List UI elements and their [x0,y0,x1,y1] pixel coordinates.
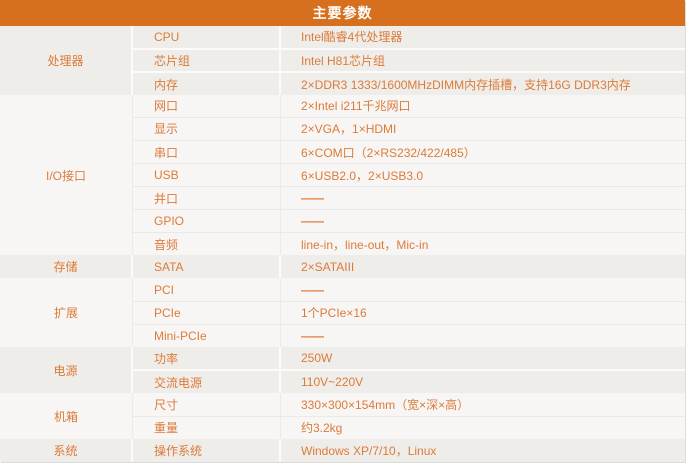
spec-section: I/O接口 网口 2×Intel i211千兆网口显示 2×VGA，1×HDMI 串口 6… [0,94,685,256]
table-row: 串口 6×COM口（2×RS232/422/485） [133,140,685,164]
row-value: Windows XP/7/10，Linux [301,444,437,459]
row-value-empty-dash: —— [301,282,324,297]
row-value: 2×VGA，1×HDMI [301,122,397,137]
row-label: 芯片组 [133,49,281,72]
row-label: 重量 [133,416,281,440]
section-rows: 功率 250W 交流电源 110V~220V [133,347,685,394]
category-cell: 电源 [0,347,133,394]
row-label: 内存 [133,73,281,95]
row-label: 并口 [133,187,281,210]
row-label: Mini-PCIe [133,324,281,348]
row-label: GPIO [133,210,281,233]
category-cell: 扩展 [0,278,133,348]
table-row: 操作系统 Windows XP/7/10，Linux [133,439,685,462]
spec-section: 电源 功率 250W 交流电源 110V~220V [0,347,685,394]
table-title: 主要参数 [0,0,685,26]
table-row: 重量 约3.2kg [133,415,685,440]
row-value-empty-dash: —— [301,329,324,344]
table-row: 交流电源 110V~220V [133,369,685,394]
row-label: 交流电源 [133,371,281,394]
row-value: 2×SATAIII [301,259,355,274]
row-label: 尺寸 [133,393,281,416]
category-cell: 系统 [0,439,133,462]
table-row: 内存 2×DDR3 1333/1600MHzDIMM内存插槽，支持16G DDR3… [133,71,685,95]
row-label: 网口 [133,94,281,117]
row-label: 功率 [133,347,281,370]
row-value: 1个PCIe×16 [301,306,367,321]
row-label: USB [133,164,281,187]
table-row: GPIO —— [133,209,685,233]
spec-section: 扩展 PCI —— PCIe 1个PCIe×16 Mini-PCIe —— [0,278,685,348]
table-row: PCIe 1个PCIe×16 [133,300,685,324]
row-label: PCIe [133,301,281,324]
table-row: Mini-PCIe —— [133,323,685,348]
row-value: Intel H81芯片组 [301,53,386,68]
section-rows: 网口 2×Intel i211千兆网口显示 2×VGA，1×HDMI 串口 6×COM口… [133,94,685,256]
row-value: 2×Intel i211千兆网口 [301,99,411,114]
row-label: CPU [133,26,281,48]
row-value: 330×300×154mm（宽×深×高） [301,397,470,412]
spec-section: 系统 操作系统 Windows XP/7/10，Linux [0,439,685,462]
row-label: 串口 [133,141,281,164]
category-cell: 存储 [0,255,133,279]
spec-section: 机箱 尺寸 330×300×154mm（宽×深×高） 重量 约3.2kg [0,393,685,440]
table-row: 音频 line-in，line-out，Mic-in [133,232,685,256]
table-row: PCI —— [133,278,685,301]
row-label: 音频 [133,233,281,256]
table-row: 芯片组 Intel H81芯片组 [133,47,685,72]
row-value: 6×USB2.0，2×USB3.0 [301,168,424,183]
section-rows: 尺寸 330×300×154mm（宽×深×高） 重量 约3.2kg [133,393,685,440]
row-label: 显示 [133,117,281,141]
spec-section: 处理器 CPU Intel酷睿4代处理器芯片组 Intel H81芯片组内存 2×DDR… [0,26,685,95]
table-row: USB 6×USB2.0，2×USB3.0 [133,163,685,187]
table-body: 处理器 CPU Intel酷睿4代处理器芯片组 Intel H81芯片组内存 2×DDR… [0,26,685,462]
table-row: 并口 —— [133,186,685,210]
row-value: 2×DDR3 1333/1600MHzDIMM内存插槽，支持16G DDR3内存 [301,77,631,92]
table-row: 显示 2×VGA，1×HDMI [133,116,685,141]
spec-table: 主要参数 处理器 CPU Intel酷睿4代处理器芯片组 Intel H81芯片组内存… [0,0,685,462]
row-value: 6×COM口（2×RS232/422/485） [301,145,476,160]
section-rows: CPU Intel酷睿4代处理器芯片组 Intel H81芯片组内存 2×DDR3 1… [133,26,685,95]
row-value-empty-dash: —— [301,191,324,206]
section-rows: PCI —— PCIe 1个PCIe×16 Mini-PCIe —— [133,278,685,348]
row-value: 110V~220V [301,375,364,390]
row-value: 250W [301,351,333,366]
row-label: 操作系统 [133,439,281,462]
table-row: CPU Intel酷睿4代处理器 [133,26,685,48]
table-row: 网口 2×Intel i211千兆网口 [133,94,685,117]
spec-section: 存储 SATA 2×SATAIII [0,255,685,279]
row-value: Intel酷睿4代处理器 [301,30,403,45]
table-row: 功率 250W [133,347,685,370]
row-value-empty-dash: —— [301,214,324,229]
category-cell: 机箱 [0,393,133,440]
category-cell: I/O接口 [0,94,133,256]
category-cell: 处理器 [0,26,133,95]
row-label: SATA [133,255,281,279]
row-label: PCI [133,278,281,301]
table-row: 尺寸 330×300×154mm（宽×深×高） [133,393,685,416]
row-value: line-in，line-out，Mic-in [301,237,429,252]
section-rows: SATA 2×SATAIII [133,255,685,279]
table-row: SATA 2×SATAIII [133,255,685,279]
section-rows: 操作系统 Windows XP/7/10，Linux [133,439,685,462]
row-value: 约3.2kg [301,421,343,436]
